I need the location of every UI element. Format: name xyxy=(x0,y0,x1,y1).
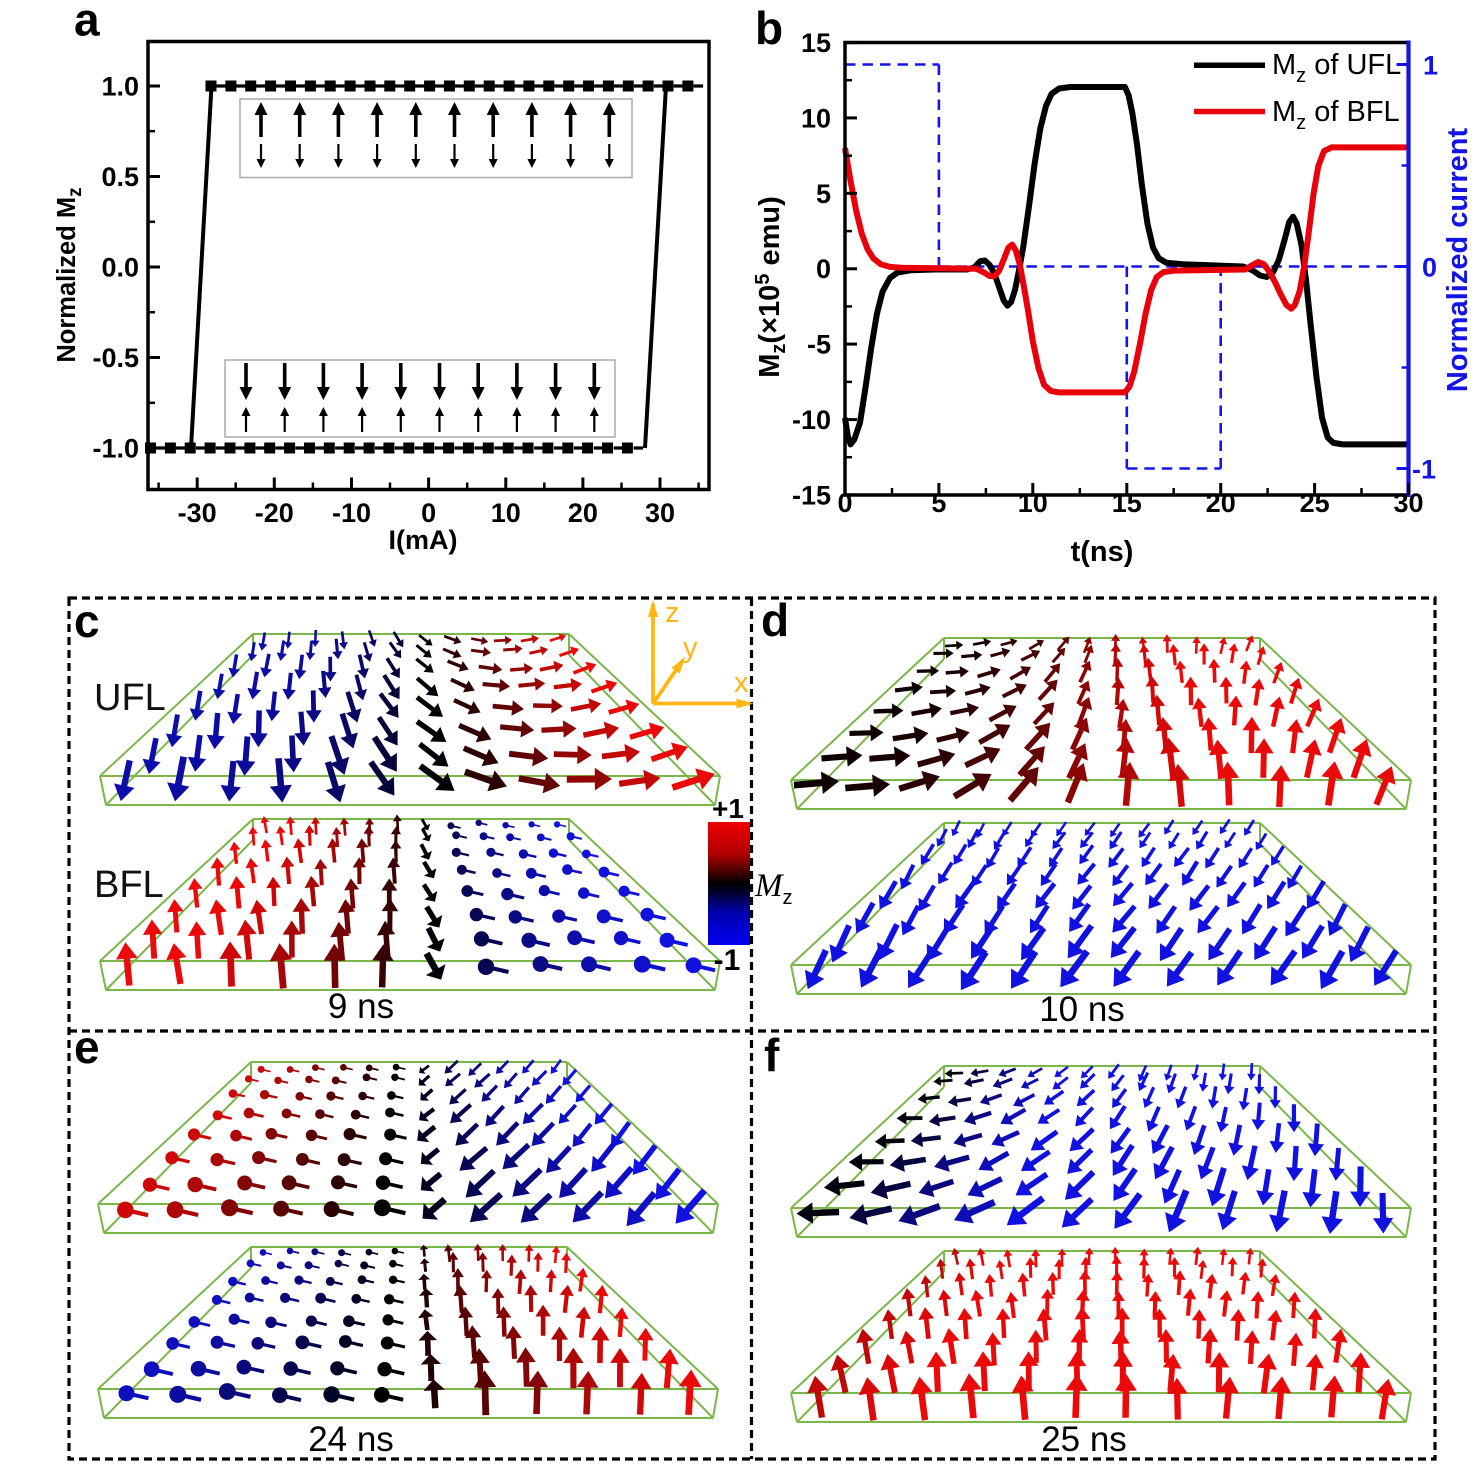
svg-text:BFL: BFL xyxy=(94,864,164,906)
svg-text:20: 20 xyxy=(1206,488,1236,518)
svg-text:-20: -20 xyxy=(255,498,294,528)
svg-text:5: 5 xyxy=(816,179,831,209)
svg-text:25 ns: 25 ns xyxy=(1041,1420,1127,1459)
svg-text:15: 15 xyxy=(1112,488,1142,518)
svg-text:15: 15 xyxy=(801,28,831,58)
svg-text:0: 0 xyxy=(816,254,831,284)
svg-text:+1: +1 xyxy=(712,793,744,824)
svg-text:t(ns): t(ns) xyxy=(1071,536,1134,568)
svg-text:Mz of BFL: Mz of BFL xyxy=(1272,96,1400,134)
svg-text:z: z xyxy=(665,597,680,629)
svg-text:-1: -1 xyxy=(1412,455,1436,485)
svg-text:c: c xyxy=(74,595,100,647)
svg-text:-10: -10 xyxy=(332,498,371,528)
svg-text:0: 0 xyxy=(421,498,436,528)
svg-text:b: b xyxy=(755,2,783,54)
svg-text:10 ns: 10 ns xyxy=(1039,990,1125,1029)
svg-text:-0.5: -0.5 xyxy=(92,343,139,373)
svg-text:-10: -10 xyxy=(792,405,831,435)
svg-text:y: y xyxy=(683,632,698,664)
svg-text:9 ns: 9 ns xyxy=(328,987,394,1026)
svg-text:e: e xyxy=(74,1021,100,1073)
svg-text:1: 1 xyxy=(1423,51,1438,81)
svg-text:Mz of UFL: Mz of UFL xyxy=(1272,49,1401,87)
svg-text:20: 20 xyxy=(568,498,598,528)
svg-text:0.5: 0.5 xyxy=(101,162,139,192)
svg-text:UFL: UFL xyxy=(94,677,166,719)
svg-text:-30: -30 xyxy=(178,498,217,528)
svg-text:10: 10 xyxy=(491,498,521,528)
svg-text:0.0: 0.0 xyxy=(101,253,139,283)
svg-text:25: 25 xyxy=(1300,488,1330,518)
svg-text:Normalized Mz: Normalized Mz xyxy=(53,187,86,362)
svg-text:f: f xyxy=(764,1029,780,1081)
svg-text:0: 0 xyxy=(837,488,852,518)
svg-text:-15: -15 xyxy=(792,480,831,510)
svg-text:-5: -5 xyxy=(807,330,831,360)
svg-text:Normalized current: Normalized current xyxy=(1442,128,1474,393)
svg-text:1.0: 1.0 xyxy=(101,72,139,102)
svg-text:-1: -1 xyxy=(714,944,741,977)
svg-text:d: d xyxy=(761,594,789,646)
svg-text:5: 5 xyxy=(931,488,946,518)
svg-text:a: a xyxy=(74,0,100,46)
svg-text:10: 10 xyxy=(801,103,831,133)
svg-text:24 ns: 24 ns xyxy=(308,1420,394,1459)
svg-text:10: 10 xyxy=(1018,488,1048,518)
svg-text:30: 30 xyxy=(1393,488,1423,518)
svg-text:I(mA): I(mA) xyxy=(389,525,458,555)
svg-text:0: 0 xyxy=(1422,253,1437,283)
svg-text:-1.0: -1.0 xyxy=(92,434,139,464)
svg-text:x: x xyxy=(734,667,749,699)
svg-text:30: 30 xyxy=(645,498,675,528)
